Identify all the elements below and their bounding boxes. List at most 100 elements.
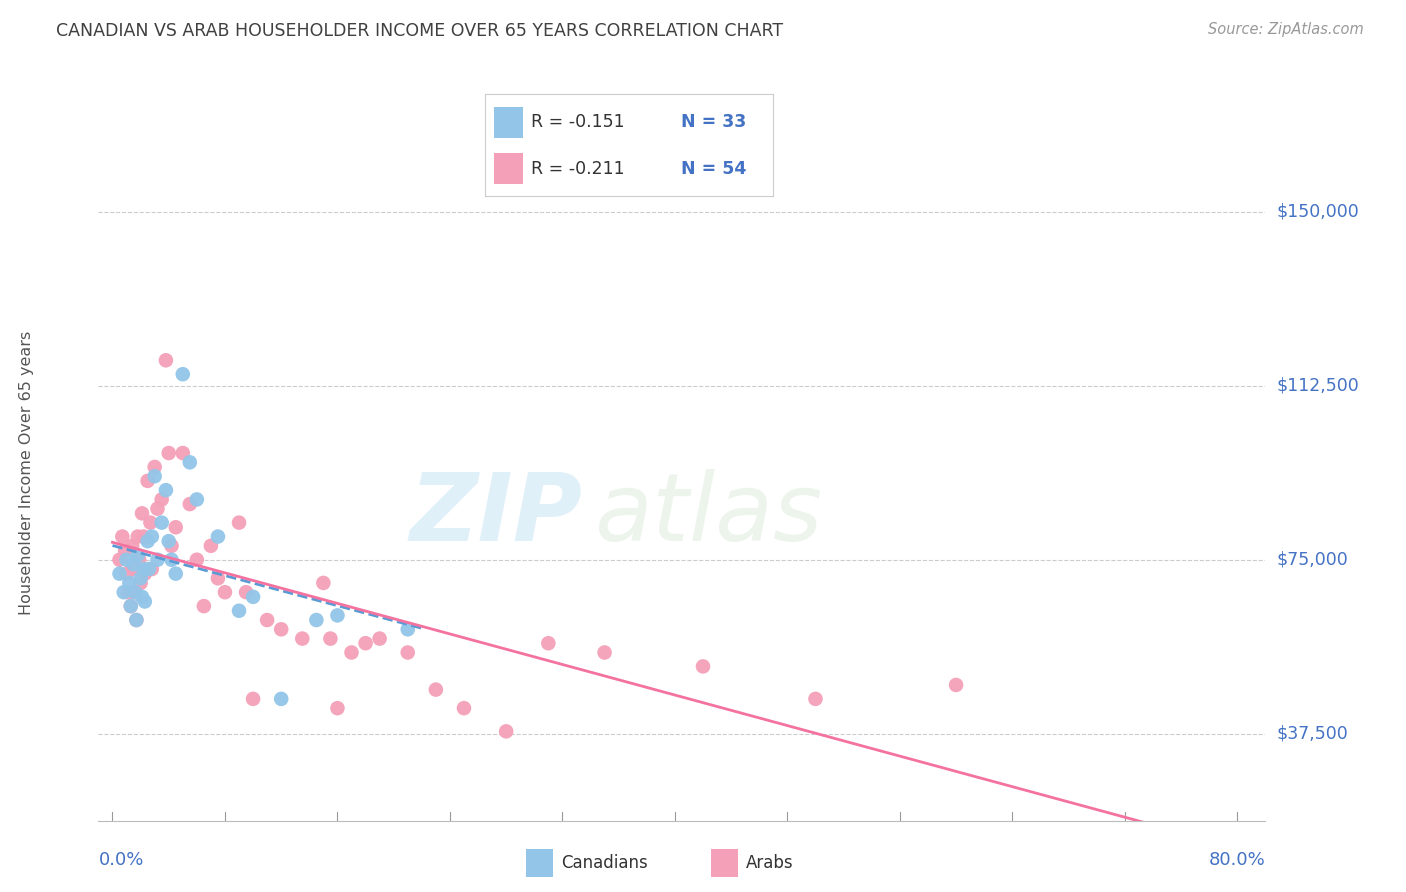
Point [396, 623, 419, 637]
Point [165, 566, 187, 581]
Point [186, 492, 208, 507]
Point [124, 585, 146, 599]
Point [115, 552, 138, 567]
Point [326, 701, 349, 715]
Point [138, 562, 160, 576]
Point [228, 604, 250, 618]
Text: N = 54: N = 54 [681, 160, 747, 178]
Point [193, 599, 215, 614]
Point [340, 646, 363, 660]
Point [155, 483, 177, 498]
Point [312, 576, 335, 591]
Point [804, 692, 827, 706]
Point [692, 659, 714, 673]
Point [134, 594, 156, 608]
Text: R = -0.151: R = -0.151 [531, 113, 624, 131]
Point [945, 678, 967, 692]
Text: $75,000: $75,000 [1277, 550, 1348, 569]
Point [146, 552, 169, 567]
Point [186, 552, 208, 567]
Point [120, 599, 142, 614]
Point [128, 552, 150, 567]
Text: N = 33: N = 33 [681, 113, 747, 131]
Point [291, 632, 314, 646]
Text: 80.0%: 80.0% [1209, 851, 1265, 869]
Point [141, 562, 163, 576]
Text: CANADIAN VS ARAB HOUSEHOLDER INCOME OVER 65 YEARS CORRELATION CHART: CANADIAN VS ARAB HOUSEHOLDER INCOME OVER… [56, 22, 783, 40]
Point [425, 682, 447, 697]
Point [593, 646, 616, 660]
Point [111, 530, 134, 544]
Point [242, 590, 264, 604]
Point [160, 552, 183, 567]
Point [368, 632, 391, 646]
Text: Source: ZipAtlas.com: Source: ZipAtlas.com [1208, 22, 1364, 37]
Point [270, 692, 292, 706]
Point [112, 585, 135, 599]
FancyBboxPatch shape [494, 153, 523, 184]
Point [118, 576, 141, 591]
Point [134, 566, 156, 581]
Point [136, 534, 159, 549]
Point [160, 539, 183, 553]
Point [495, 724, 517, 739]
Point [127, 530, 149, 544]
Point [143, 460, 166, 475]
Point [129, 571, 152, 585]
Point [214, 585, 236, 599]
Point [179, 455, 201, 469]
Point [207, 530, 229, 544]
Point [228, 516, 250, 530]
Point [179, 497, 201, 511]
Point [143, 469, 166, 483]
Text: Householder Income Over 65 years: Householder Income Over 65 years [20, 331, 34, 615]
Point [114, 543, 136, 558]
Point [120, 599, 142, 614]
Point [108, 552, 131, 567]
Point [146, 501, 169, 516]
Point [122, 558, 145, 572]
Point [172, 446, 194, 460]
Point [453, 701, 475, 715]
FancyBboxPatch shape [494, 107, 523, 137]
Point [537, 636, 560, 650]
Point [108, 566, 131, 581]
Point [172, 368, 194, 382]
FancyBboxPatch shape [526, 849, 554, 877]
Point [131, 507, 153, 521]
Text: $37,500: $37,500 [1277, 724, 1348, 743]
Point [121, 539, 143, 553]
Point [305, 613, 328, 627]
FancyBboxPatch shape [711, 849, 738, 877]
Text: Canadians: Canadians [561, 854, 648, 872]
Point [127, 548, 149, 562]
Text: $112,500: $112,500 [1277, 376, 1360, 395]
Point [200, 539, 222, 553]
Point [242, 692, 264, 706]
Text: ZIP: ZIP [409, 468, 582, 560]
Point [150, 516, 173, 530]
Point [157, 446, 180, 460]
Point [155, 353, 177, 368]
Point [319, 632, 342, 646]
Point [150, 492, 173, 507]
Point [132, 530, 155, 544]
Text: $150,000: $150,000 [1277, 202, 1360, 221]
Point [117, 585, 139, 599]
Point [270, 623, 292, 637]
Point [139, 516, 162, 530]
Point [136, 474, 159, 488]
Point [141, 530, 163, 544]
Point [132, 562, 155, 576]
Point [122, 562, 145, 576]
Point [256, 613, 278, 627]
Point [326, 608, 349, 623]
Point [165, 520, 187, 534]
Text: 0.0%: 0.0% [98, 851, 143, 869]
Point [235, 585, 257, 599]
Text: R = -0.211: R = -0.211 [531, 160, 624, 178]
Point [207, 571, 229, 585]
Point [157, 534, 180, 549]
Text: atlas: atlas [595, 469, 823, 560]
Point [125, 613, 148, 627]
